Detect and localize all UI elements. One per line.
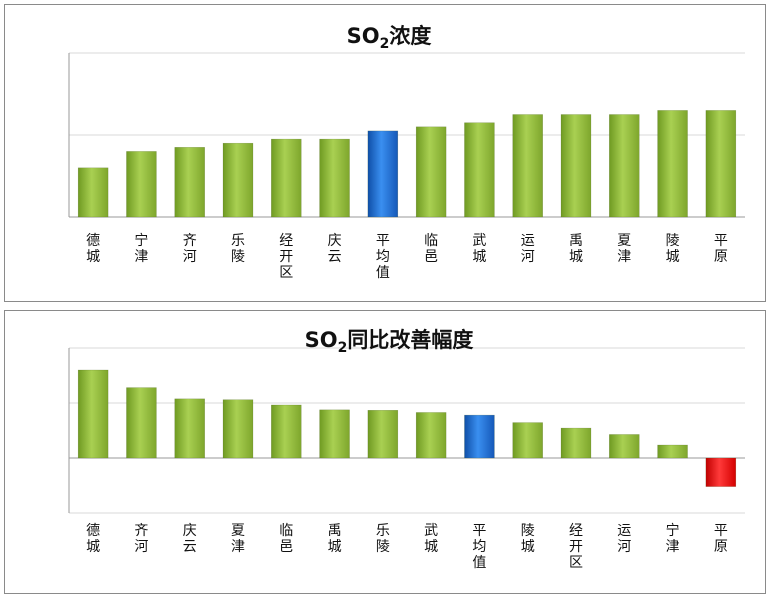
bar — [705, 457, 737, 487]
category-label: 运河 — [521, 233, 535, 265]
bar — [367, 130, 399, 218]
bar — [609, 434, 640, 459]
bar — [126, 151, 157, 218]
category-label: 庆云 — [328, 233, 342, 265]
bar — [174, 398, 205, 459]
category-label: 经开区 — [569, 523, 583, 571]
category-label: 平原 — [714, 233, 728, 265]
bar — [464, 122, 495, 218]
bar — [657, 110, 688, 218]
category-label: 运河 — [617, 523, 631, 555]
category-label: 宁津 — [666, 522, 680, 555]
category-label: 平均值 — [376, 233, 390, 281]
bar — [271, 404, 302, 459]
so2-concentration-chart: 德城 宁津 齐河 乐陵 经开区 庆云 平均值 临邑 武城 运河 禹城 夏津 陵城 平原 SO2浓度 — [68, 24, 745, 281]
bar — [77, 167, 109, 218]
bar — [77, 369, 109, 459]
bar — [319, 138, 350, 218]
bar — [415, 412, 447, 459]
category-label: 临邑 — [279, 523, 293, 555]
category-label: 乐陵 — [231, 233, 245, 265]
category-label: 临邑 — [424, 233, 438, 265]
category-label: 乐陵 — [376, 523, 390, 555]
category-label: 经开区 — [279, 233, 293, 281]
bar — [560, 427, 592, 459]
chart-title: SO2浓度 — [347, 24, 432, 52]
bar — [174, 147, 205, 218]
bar — [705, 110, 737, 218]
category-label: 齐河 — [134, 523, 148, 555]
bar — [609, 114, 640, 218]
bar — [464, 414, 495, 459]
bar — [222, 399, 254, 459]
bar — [319, 409, 350, 459]
category-label: 平均值 — [472, 523, 486, 571]
category-label: 夏津 — [231, 523, 245, 555]
so2-concentration-chart-panel: 德城 宁津 齐河 乐陵 经开区 庆云 平均值 临邑 武城 运河 禹城 夏津 陵城 平原 SO2浓度 — [4, 4, 766, 302]
so2-improvement-chart: 德城 齐河 庆云 夏津 临邑 禹城 乐陵 武城 平均值 陵城 经开区 运河 宁津 平原 SO2同比改善幅度 — [68, 328, 745, 571]
category-label: 德城 — [86, 523, 100, 555]
bar — [512, 114, 543, 218]
category-label: 禹城 — [569, 233, 583, 265]
bar — [222, 142, 254, 218]
category-label: 陵城 — [521, 523, 535, 555]
bar — [512, 422, 543, 459]
bar — [271, 138, 302, 218]
category-label: 德城 — [86, 233, 100, 265]
category-label: 庆云 — [183, 523, 197, 555]
category-label: 陵城 — [666, 233, 680, 265]
bar — [367, 410, 399, 459]
category-label: 平原 — [714, 523, 728, 555]
category-label: 武城 — [424, 523, 438, 555]
category-label: 宁津 — [134, 232, 148, 265]
category-label: 禹城 — [328, 523, 342, 555]
bar — [415, 126, 447, 218]
so2-improvement-chart-panel: 德城 齐河 庆云 夏津 临邑 禹城 乐陵 武城 平均值 陵城 经开区 运河 宁津 平原 SO2同比改善幅度 — [4, 310, 766, 594]
category-label: 武城 — [472, 233, 486, 265]
category-label: 齐河 — [183, 233, 197, 265]
chart-title: SO2同比改善幅度 — [305, 328, 474, 356]
category-label: 夏津 — [617, 233, 631, 265]
bar — [657, 444, 688, 459]
bar — [126, 387, 157, 459]
bar — [560, 114, 592, 218]
